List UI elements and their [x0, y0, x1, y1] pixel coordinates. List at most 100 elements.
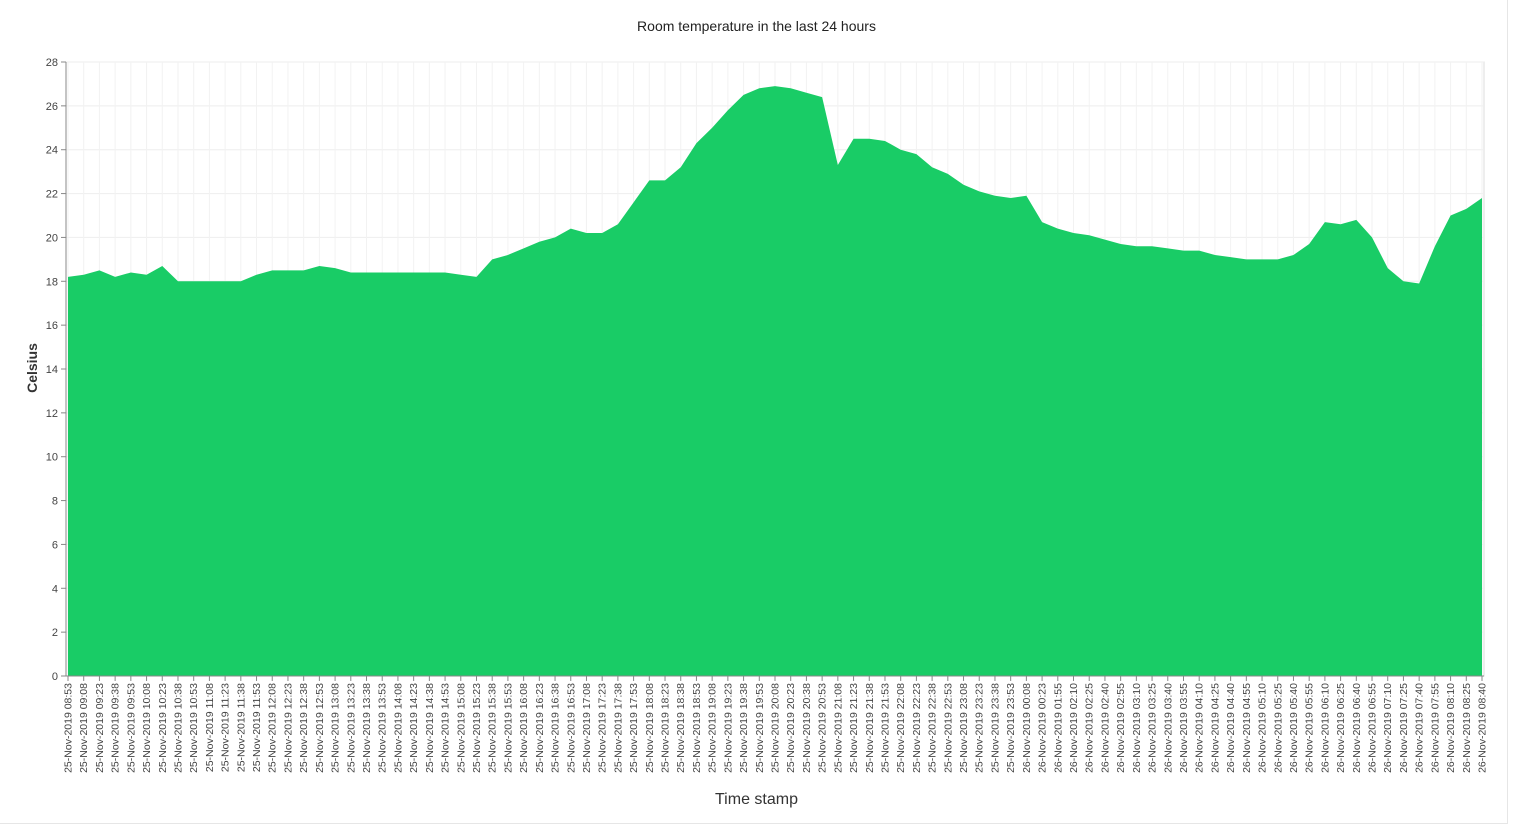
x-tick-label: 25-Nov-2019 12:08	[267, 683, 279, 773]
x-tick-label: 26-Nov-2019 05:55	[1304, 683, 1316, 773]
y-tick-label: 4	[52, 583, 58, 595]
x-tick-label: 25-Nov-2019 19:08	[707, 683, 719, 773]
y-tick-label: 2	[52, 627, 58, 639]
y-tick-label: 0	[52, 671, 58, 683]
x-tick-label: 26-Nov-2019 03:10	[1131, 683, 1143, 773]
x-tick-label: 26-Nov-2019 02:10	[1068, 683, 1080, 773]
x-tick-label: 25-Nov-2019 23:08	[958, 683, 970, 773]
x-tick-label: 25-Nov-2019 09:08	[78, 683, 90, 773]
x-tick-label: 25-Nov-2019 22:08	[895, 683, 907, 773]
x-tick-label: 25-Nov-2019 20:23	[785, 683, 797, 773]
y-tick-label: 22	[46, 189, 58, 201]
x-tick-label: 26-Nov-2019 05:25	[1272, 683, 1284, 773]
x-tick-label: 25-Nov-2019 12:23	[282, 683, 294, 773]
x-tick-label: 25-Nov-2019 12:53	[314, 683, 326, 773]
y-tick-label: 26	[46, 101, 58, 113]
x-tick-label: 25-Nov-2019 20:53	[817, 683, 829, 773]
x-tick-label: 25-Nov-2019 16:53	[565, 683, 577, 773]
x-tick-label: 26-Nov-2019 06:55	[1367, 683, 1379, 773]
x-tick-label: 25-Nov-2019 21:08	[832, 683, 844, 773]
x-tick-label: 26-Nov-2019 02:25	[1084, 683, 1096, 773]
x-tick-label: 25-Nov-2019 11:38	[235, 683, 247, 772]
x-tick-label: 25-Nov-2019 21:23	[848, 683, 860, 773]
x-tick-label: 26-Nov-2019 07:10	[1382, 683, 1394, 773]
x-tick-label: 25-Nov-2019 23:53	[1005, 683, 1017, 773]
y-tick-label: 16	[46, 320, 58, 332]
y-tick-label: 12	[46, 408, 58, 420]
x-tick-label: 26-Nov-2019 07:40	[1414, 683, 1426, 773]
x-tick-label: 25-Nov-2019 13:08	[330, 683, 342, 773]
x-tick-label: 26-Nov-2019 04:55	[1241, 683, 1253, 773]
x-tick-label: 25-Nov-2019 14:23	[408, 683, 420, 773]
x-tick-label: 26-Nov-2019 01:55	[1052, 683, 1064, 773]
x-tick-label: 26-Nov-2019 03:55	[1178, 683, 1190, 773]
x-tick-label: 25-Nov-2019 18:53	[691, 683, 703, 773]
x-tick-label: 25-Nov-2019 08:53	[63, 683, 75, 773]
x-tick-label: 25-Nov-2019 12:38	[298, 683, 310, 773]
x-tick-label: 25-Nov-2019 23:23	[974, 683, 986, 773]
x-tick-label: 25-Nov-2019 17:38	[612, 683, 624, 773]
x-tick-label: 25-Nov-2019 18:08	[644, 683, 656, 773]
x-tick-label: 25-Nov-2019 10:23	[157, 683, 169, 773]
x-tick-label: 26-Nov-2019 07:25	[1398, 683, 1410, 773]
x-tick-label: 25-Nov-2019 09:23	[94, 683, 106, 773]
y-tick-label: 18	[46, 276, 58, 288]
x-axis-label: Time stamp	[715, 791, 798, 808]
y-tick-label: 8	[52, 496, 58, 508]
x-tick-label: 26-Nov-2019 00:08	[1021, 683, 1033, 773]
x-tick-label: 26-Nov-2019 06:25	[1335, 683, 1347, 773]
x-tick-label: 25-Nov-2019 17:53	[628, 683, 640, 773]
x-tick-label: 25-Nov-2019 13:53	[377, 683, 389, 773]
x-tick-label: 25-Nov-2019 19:53	[754, 683, 766, 773]
x-tick-label: 25-Nov-2019 13:38	[361, 683, 373, 773]
x-tick-label: 25-Nov-2019 15:23	[471, 683, 483, 773]
x-tick-label: 25-Nov-2019 11:23	[220, 683, 232, 772]
x-tick-label: 25-Nov-2019 10:53	[188, 683, 200, 773]
x-tick-label: 25-Nov-2019 20:38	[801, 683, 813, 773]
x-tick-label: 25-Nov-2019 13:23	[345, 683, 357, 773]
y-tick-label: 24	[46, 145, 58, 157]
x-tick-label: 25-Nov-2019 16:23	[534, 683, 546, 773]
x-tick-label: 25-Nov-2019 16:08	[518, 683, 530, 773]
x-tick-label: 25-Nov-2019 17:08	[581, 683, 593, 773]
x-tick-label: 26-Nov-2019 06:10	[1319, 683, 1331, 773]
y-tick-label: 10	[46, 452, 58, 464]
x-tick-label: 25-Nov-2019 22:53	[942, 683, 954, 773]
x-tick-label: 25-Nov-2019 19:38	[738, 683, 750, 773]
x-tick-label: 26-Nov-2019 05:40	[1288, 683, 1300, 773]
x-tick-label: 26-Nov-2019 04:25	[1209, 683, 1221, 773]
x-tick-label: 26-Nov-2019 02:55	[1115, 683, 1127, 773]
y-tick-label: 6	[52, 539, 58, 551]
x-tick-label: 25-Nov-2019 23:38	[989, 683, 1001, 773]
x-tick-label: 25-Nov-2019 14:38	[424, 683, 436, 773]
x-tick-label: 25-Nov-2019 11:53	[251, 683, 263, 772]
y-tick-label: 28	[46, 57, 58, 69]
x-tick-label: 25-Nov-2019 09:38	[110, 683, 122, 773]
y-tick-label: 14	[46, 364, 58, 376]
x-tick-label: 26-Nov-2019 08:40	[1477, 683, 1489, 773]
x-tick-label: 25-Nov-2019 19:23	[722, 683, 734, 773]
x-tick-label: 25-Nov-2019 22:38	[927, 683, 939, 773]
x-tick-label: 25-Nov-2019 11:08	[204, 683, 216, 772]
x-tick-label: 25-Nov-2019 18:23	[660, 683, 672, 773]
x-tick-label: 26-Nov-2019 06:40	[1351, 683, 1363, 773]
x-tick-label: 25-Nov-2019 09:53	[125, 683, 137, 773]
x-tick-label: 26-Nov-2019 08:25	[1461, 683, 1473, 773]
x-tick-label: 26-Nov-2019 00:23	[1037, 683, 1049, 773]
x-tick-label: 26-Nov-2019 05:10	[1257, 683, 1269, 773]
x-tick-label: 26-Nov-2019 04:40	[1225, 683, 1237, 773]
x-tick-label: 26-Nov-2019 08:10	[1445, 683, 1457, 773]
x-tick-label: 25-Nov-2019 18:38	[675, 683, 687, 773]
y-tick-label: 20	[46, 232, 58, 244]
x-tick-label: 25-Nov-2019 17:23	[597, 683, 609, 773]
x-tick-label: 26-Nov-2019 03:40	[1162, 683, 1174, 773]
x-tick-label: 25-Nov-2019 10:38	[172, 683, 184, 773]
x-tick-label: 26-Nov-2019 04:10	[1194, 683, 1206, 773]
x-tick-label: 25-Nov-2019 21:53	[879, 683, 891, 773]
temperature-area	[68, 86, 1482, 677]
x-tick-label: 25-Nov-2019 20:08	[770, 683, 782, 773]
x-tick-label: 26-Nov-2019 03:25	[1147, 683, 1159, 773]
